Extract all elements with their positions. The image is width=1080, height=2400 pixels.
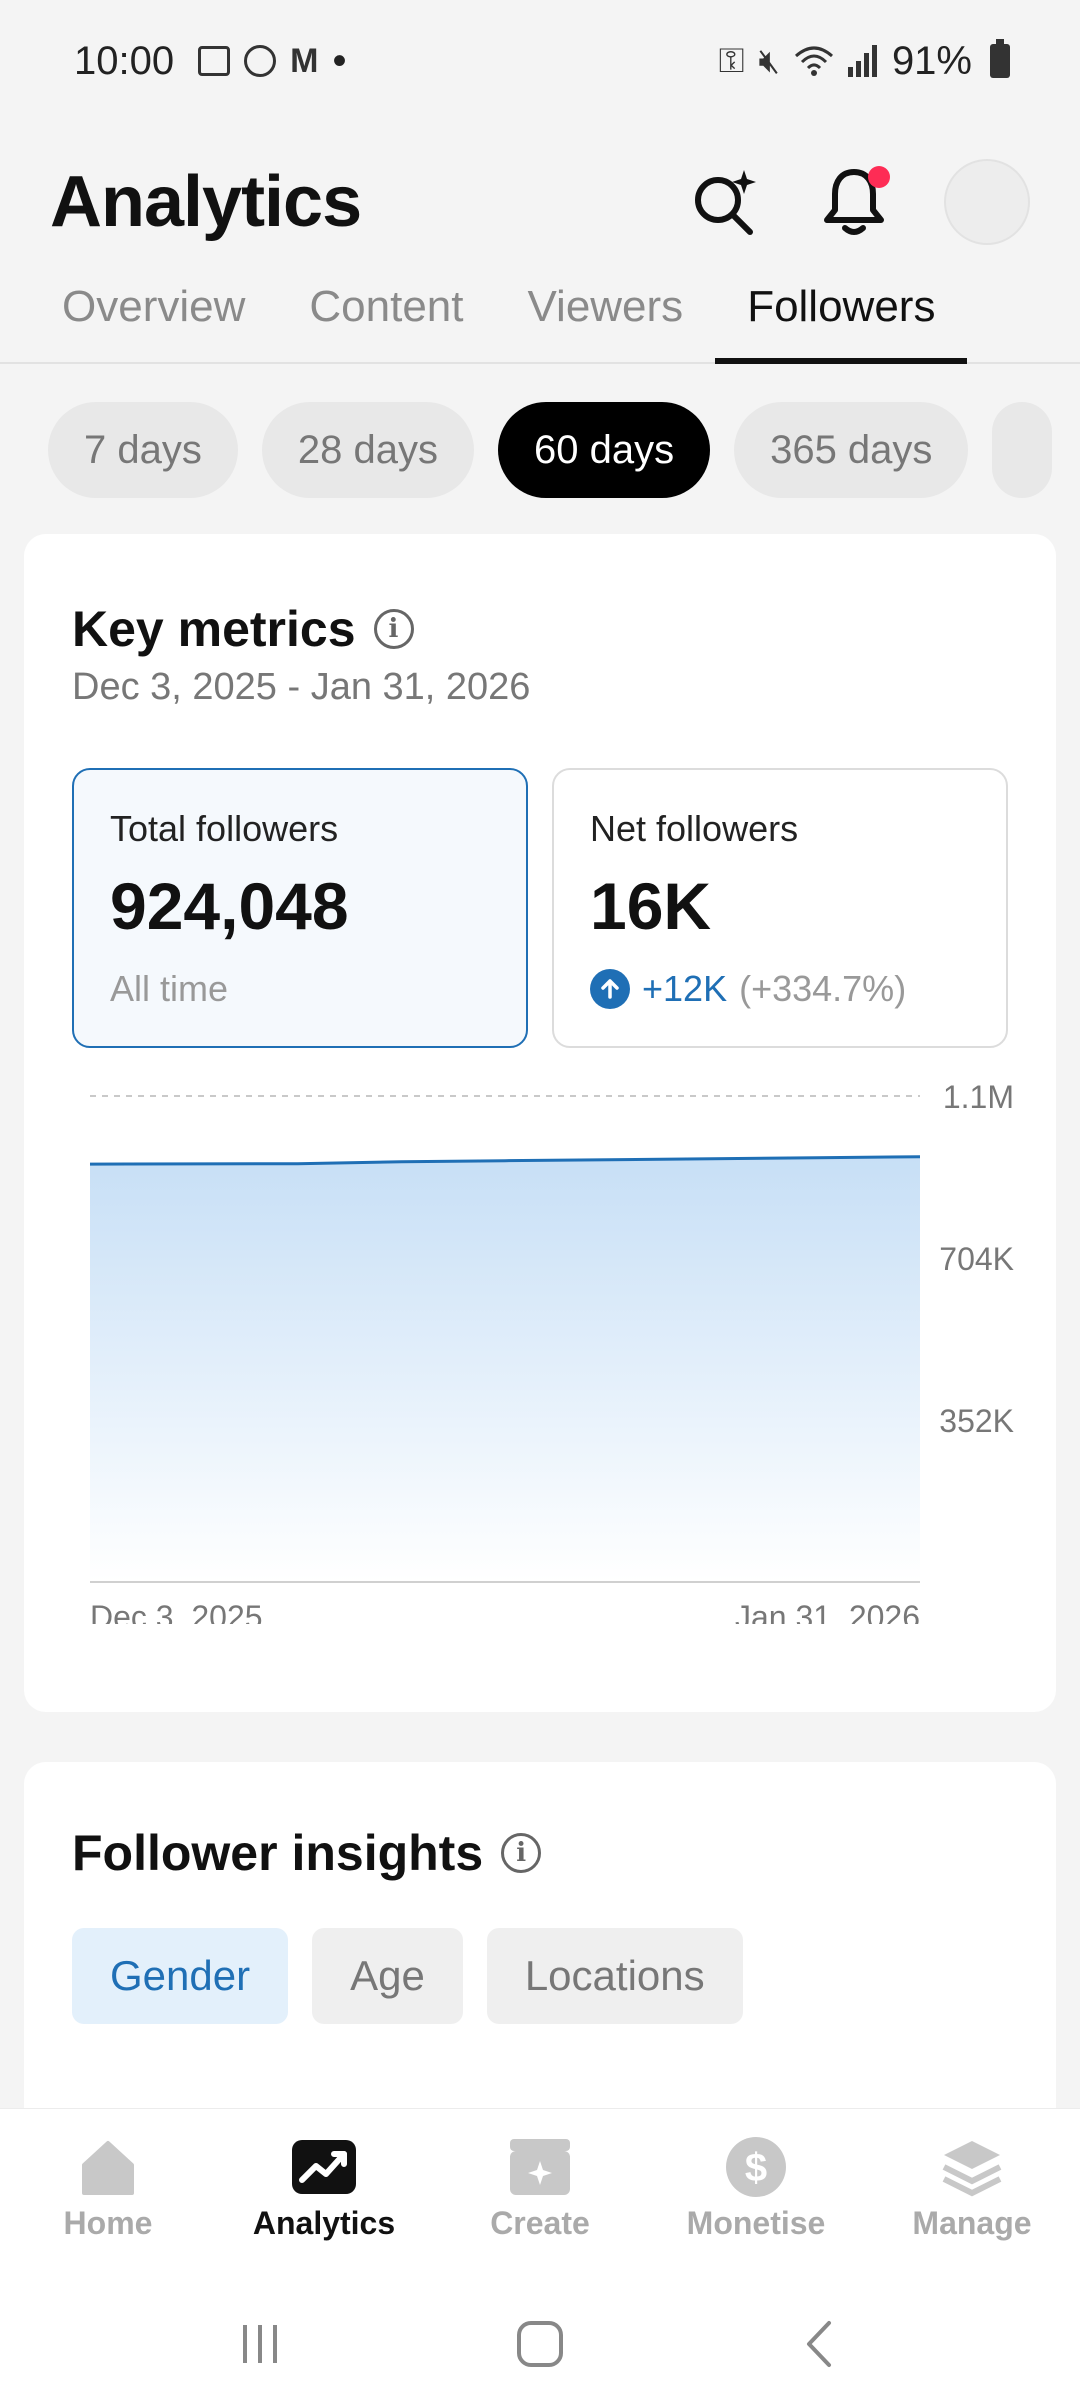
- home-button-icon[interactable]: [515, 2319, 565, 2369]
- net-followers-delta: +12K (+334.7%): [590, 968, 970, 1010]
- tab-overview[interactable]: Overview: [62, 282, 246, 331]
- tab-viewers[interactable]: Viewers: [527, 282, 684, 331]
- insight-gender[interactable]: Gender: [72, 1928, 289, 2024]
- date-range: Dec 3, 2025 - Jan 31, 2026: [72, 666, 531, 708]
- chart-y-ticks: 352K 704K 1.1M: [939, 1084, 1014, 1439]
- period-7-days[interactable]: 7 days: [48, 402, 238, 498]
- nav-home-label: Home: [63, 2205, 153, 2241]
- nav-manage[interactable]: Manage: [864, 2109, 1080, 2288]
- follower-insights-title: Follower insights i: [72, 1824, 542, 1882]
- nav-manage-label: Manage: [912, 2205, 1032, 2241]
- recent-apps-icon[interactable]: [235, 2319, 285, 2369]
- net-followers-label: Net followers: [590, 808, 799, 849]
- period-more[interactable]: [992, 402, 1053, 498]
- tab-followers[interactable]: Followers: [715, 282, 968, 364]
- chart-line: [89, 1155, 921, 1166]
- key-metrics-title: Key metrics i: [72, 600, 414, 658]
- chart-area: [90, 1156, 920, 1582]
- insight-locations[interactable]: Locations: [486, 1928, 743, 2024]
- period-60-days[interactable]: 60 days: [497, 402, 711, 498]
- nav-create[interactable]: Create: [432, 2109, 648, 2288]
- total-followers-label: Total followers: [110, 808, 339, 849]
- status-time: 10:00: [74, 38, 175, 83]
- period-365-days[interactable]: 365 days: [734, 402, 969, 498]
- back-icon[interactable]: [795, 2319, 845, 2369]
- analytics-icon: [292, 2135, 356, 2199]
- nav-home[interactable]: Home: [0, 2109, 216, 2288]
- status-right: ⚿ 🔇︎ 91%: [719, 39, 1010, 84]
- tab-content[interactable]: Content: [309, 282, 464, 331]
- gallery-icon: [198, 46, 231, 76]
- info-icon[interactable]: i: [501, 1833, 542, 1873]
- y-tick-label: 1.1M: [943, 1084, 1014, 1115]
- bottom-nav: Home Analytics Create $ Monetise Manage: [0, 2108, 1080, 2288]
- monetise-icon: $: [724, 2135, 788, 2199]
- header-actions: [684, 159, 1030, 245]
- insight-chips: Gender Age Locations: [72, 1928, 743, 2024]
- chart-x-ticks: Dec 3, 2025 Jan 31, 2026: [90, 1599, 920, 1624]
- battery-percent: 91%: [891, 38, 972, 83]
- total-followers-box[interactable]: Total followers 924,048 All time: [72, 768, 528, 1048]
- followers-chart[interactable]: 352K 704K 1.1M Dec 3, 2025 Jan 31, 2026: [24, 1084, 1056, 1624]
- follower-insights-card: Follower insights i Gender Age Locations: [24, 1762, 1056, 2162]
- avatar[interactable]: [944, 159, 1030, 245]
- battery-icon: [990, 39, 1010, 78]
- period-selector: 7 days 28 days 60 days 365 days: [48, 402, 1080, 498]
- nav-create-label: Create: [490, 2205, 590, 2241]
- y-tick-label: 352K: [939, 1403, 1014, 1439]
- net-followers-value: 16K: [590, 869, 712, 943]
- page-title: Analytics: [50, 162, 362, 242]
- nav-analytics-label: Analytics: [252, 2205, 396, 2241]
- status-left: 10:00 M •: [74, 39, 346, 84]
- status-dot: •: [332, 38, 347, 83]
- key-icon: ⚿: [718, 41, 745, 80]
- total-followers-sub: All time: [110, 968, 229, 1009]
- net-followers-delta-pct: (+334.7%): [739, 968, 907, 1009]
- system-nav-bar: [0, 2288, 1080, 2400]
- followers-chart-svg: 352K 704K 1.1M Dec 3, 2025 Jan 31, 2026: [89, 1084, 1014, 1624]
- header: Analytics: [0, 122, 1080, 282]
- tabs: Overview Content Viewers Followers: [0, 282, 1080, 364]
- home-icon: [76, 2135, 140, 2199]
- eye-off-icon: [244, 45, 277, 77]
- svg-text:$: $: [745, 2146, 767, 2190]
- mute-icon: 🔇︎: [758, 41, 780, 80]
- period-28-days[interactable]: 28 days: [261, 402, 474, 498]
- key-metrics-card: Key metrics i Dec 3, 2025 - Jan 31, 2026…: [24, 534, 1056, 1712]
- insight-age[interactable]: Age: [312, 1928, 463, 2024]
- y-tick-label: 704K: [939, 1241, 1014, 1277]
- ai-search-button[interactable]: [684, 162, 764, 242]
- signal-icon: [847, 45, 877, 77]
- manage-icon: [940, 2135, 1004, 2199]
- status-bar: 10:00 M • ⚿ 🔇︎ 91%: [0, 0, 1080, 122]
- key-metrics-heading: Key metrics: [72, 601, 356, 657]
- wifi-icon: [794, 46, 833, 76]
- notification-badge: [868, 166, 890, 188]
- bell-icon: [824, 169, 884, 235]
- mail-icon: M: [290, 41, 319, 80]
- arrow-up-icon: [590, 969, 630, 1009]
- nav-monetise[interactable]: $ Monetise: [648, 2109, 864, 2288]
- net-followers-box[interactable]: Net followers 16K +12K (+334.7%): [552, 768, 1008, 1048]
- x-tick-label: Dec 3, 2025: [90, 1599, 263, 1624]
- nav-analytics[interactable]: Analytics: [216, 2109, 432, 2288]
- x-tick-label: Jan 31, 2026: [735, 1599, 920, 1624]
- total-followers-value: 924,048: [110, 869, 349, 943]
- info-icon[interactable]: i: [373, 609, 414, 649]
- nav-monetise-label: Monetise: [686, 2205, 826, 2241]
- net-followers-delta-value: +12K: [642, 968, 728, 1009]
- create-icon: [508, 2135, 572, 2199]
- sparkle-search-icon: [695, 170, 756, 235]
- notifications-button[interactable]: [814, 162, 894, 242]
- follower-insights-heading: Follower insights: [72, 1825, 484, 1881]
